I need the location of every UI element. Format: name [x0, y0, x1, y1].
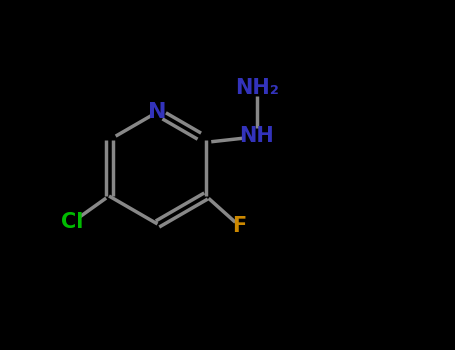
Text: F: F — [232, 216, 246, 236]
Text: NH₂: NH₂ — [235, 77, 278, 98]
Text: NH: NH — [239, 126, 274, 147]
Text: N: N — [148, 102, 167, 122]
Text: Cl: Cl — [61, 212, 83, 232]
